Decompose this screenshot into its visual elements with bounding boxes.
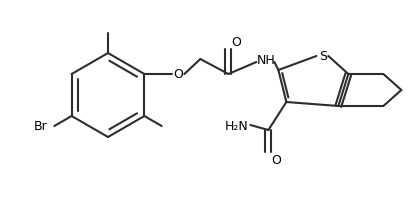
Text: S: S (319, 49, 327, 62)
Text: H₂N: H₂N (224, 119, 248, 132)
Text: Br: Br (33, 120, 47, 133)
Text: O: O (173, 68, 183, 81)
Text: O: O (231, 35, 241, 48)
Text: NH: NH (257, 54, 276, 67)
Text: O: O (271, 154, 281, 167)
